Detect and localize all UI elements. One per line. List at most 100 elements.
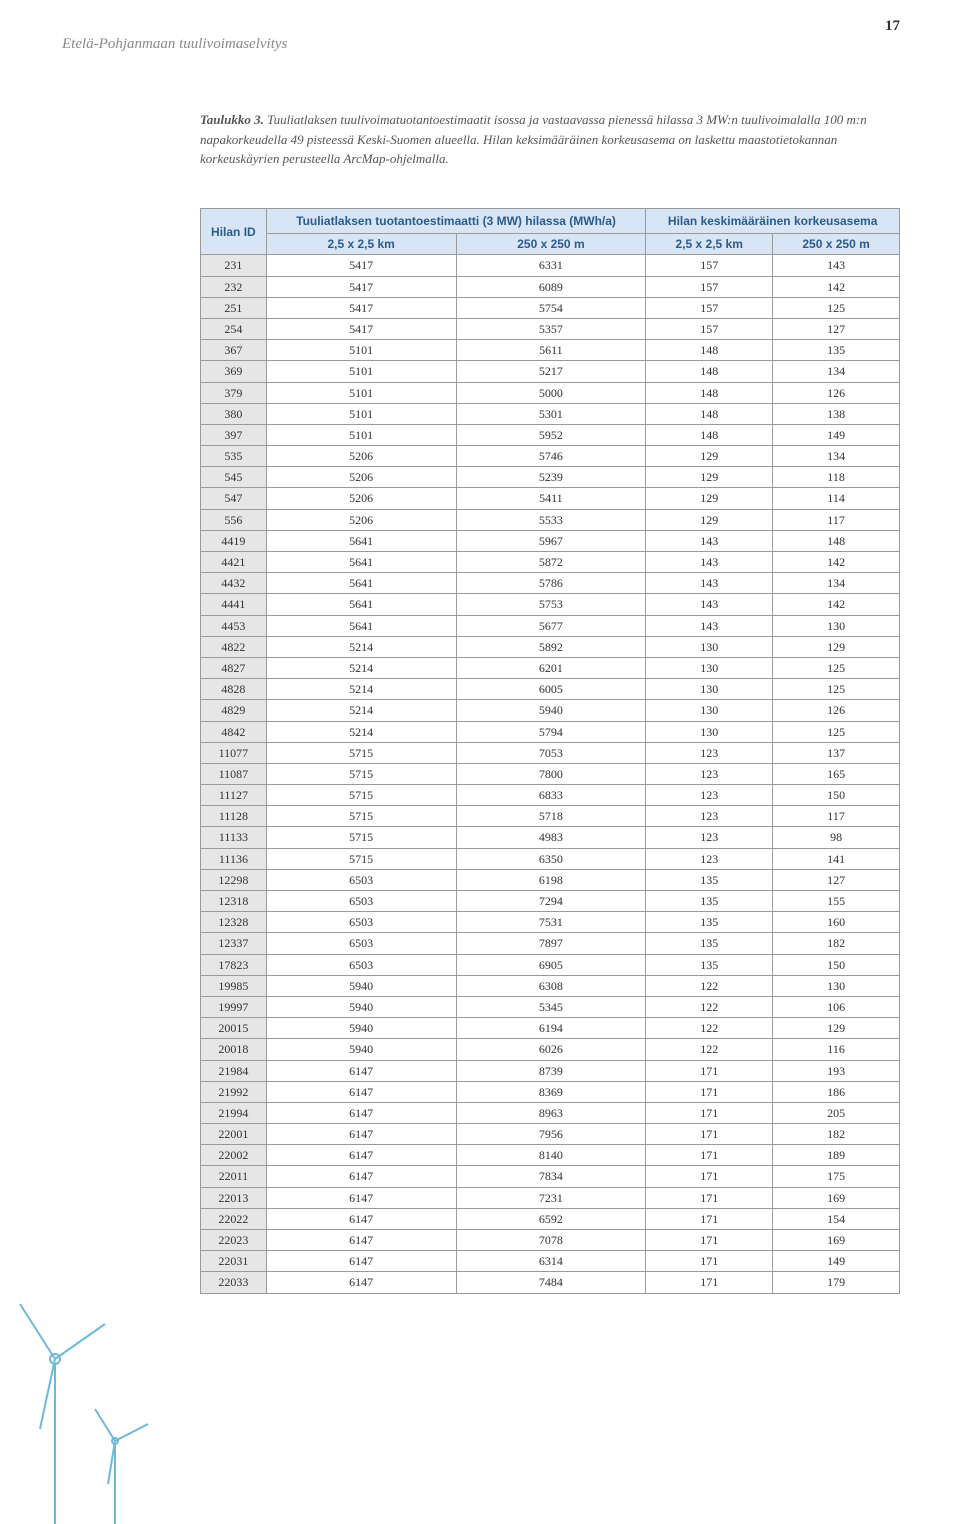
- table-cell: 5786: [456, 573, 646, 594]
- table-cell: 6147: [266, 1060, 456, 1081]
- table-cell: 19985: [201, 975, 267, 996]
- table-cell: 155: [773, 891, 900, 912]
- table-cell: 171: [646, 1230, 773, 1251]
- table-row: 1782365036905135150: [201, 954, 900, 975]
- table-cell: 171: [646, 1251, 773, 1272]
- table-cell: 5715: [266, 848, 456, 869]
- table-cell: 189: [773, 1145, 900, 1166]
- table-cell: 134: [773, 361, 900, 382]
- table-row: 2202261476592171154: [201, 1208, 900, 1229]
- table-cell: 160: [773, 912, 900, 933]
- table-cell: 6503: [266, 912, 456, 933]
- table-cell: 21984: [201, 1060, 267, 1081]
- table-cell: 5641: [266, 530, 456, 551]
- table-cell: 116: [773, 1039, 900, 1060]
- table-cell: 5206: [266, 446, 456, 467]
- table-row: 1107757157053123137: [201, 742, 900, 763]
- table-row: 53552065746129134: [201, 446, 900, 467]
- table-cell: 122: [646, 1018, 773, 1039]
- table-cell: 5940: [266, 1039, 456, 1060]
- table-cell: 5715: [266, 806, 456, 827]
- table-cell: 142: [773, 552, 900, 573]
- table-row: 2001559406194122129: [201, 1018, 900, 1039]
- table-cell: 5206: [266, 488, 456, 509]
- table-cell: 556: [201, 509, 267, 530]
- table-cell: 149: [773, 1251, 900, 1272]
- table-cell: 5533: [456, 509, 646, 530]
- table-cell: 5214: [266, 657, 456, 678]
- table-row: 1113657156350123141: [201, 848, 900, 869]
- table-cell: 106: [773, 996, 900, 1017]
- table-cell: 8140: [456, 1145, 646, 1166]
- table-cell: 8739: [456, 1060, 646, 1081]
- table-row: 2202361477078171169: [201, 1230, 900, 1251]
- table-cell: 7078: [456, 1230, 646, 1251]
- table-cell: 5715: [266, 742, 456, 763]
- col-c4: 250 x 250 m: [773, 234, 900, 255]
- table-row: 2203361477484171179: [201, 1272, 900, 1293]
- table-cell: 5214: [266, 636, 456, 657]
- table-cell: 123: [646, 785, 773, 806]
- table-row: 1108757157800123165: [201, 763, 900, 784]
- table-row: 1232865037531135160: [201, 912, 900, 933]
- table-cell: 232: [201, 276, 267, 297]
- table-cell: 20018: [201, 1039, 267, 1060]
- table-cell: 5872: [456, 552, 646, 573]
- table-row: 482852146005130125: [201, 679, 900, 700]
- table-cell: 135: [646, 912, 773, 933]
- table-cell: 22001: [201, 1124, 267, 1145]
- table-cell: 6147: [266, 1251, 456, 1272]
- table-cell: 5101: [266, 340, 456, 361]
- table-cell: 98: [773, 827, 900, 848]
- table-cell: 130: [646, 679, 773, 700]
- table-cell: 143: [646, 573, 773, 594]
- table-cell: 135: [773, 340, 900, 361]
- table-cell: 129: [646, 446, 773, 467]
- table-cell: 123: [646, 742, 773, 763]
- table-cell: 123: [646, 827, 773, 848]
- table-cell: 6201: [456, 657, 646, 678]
- table-cell: 6592: [456, 1208, 646, 1229]
- table-cell: 5417: [266, 276, 456, 297]
- table-cell: 171: [646, 1060, 773, 1081]
- table-cell: 5301: [456, 403, 646, 424]
- table-cell: 6503: [266, 891, 456, 912]
- table-cell: 20015: [201, 1018, 267, 1039]
- table-row: 1112757156833123150: [201, 785, 900, 806]
- table-cell: 6026: [456, 1039, 646, 1060]
- table-cell: 127: [773, 318, 900, 339]
- table-cell: 231: [201, 255, 267, 276]
- table-cell: 5101: [266, 403, 456, 424]
- table-cell: 367: [201, 340, 267, 361]
- table-cell: 7800: [456, 763, 646, 784]
- table-cell: 5715: [266, 763, 456, 784]
- col-c2: 250 x 250 m: [456, 234, 646, 255]
- table-cell: 4822: [201, 636, 267, 657]
- table-cell: 114: [773, 488, 900, 509]
- table-cell: 4432: [201, 573, 267, 594]
- table-cell: 380: [201, 403, 267, 424]
- table-cell: 5611: [456, 340, 646, 361]
- table-row: 2203161476314171149: [201, 1251, 900, 1272]
- table-cell: 130: [646, 636, 773, 657]
- data-table-container: Hilan ID Tuuliatlaksen tuotantoestimaatt…: [200, 208, 900, 1294]
- table-cell: 5411: [456, 488, 646, 509]
- table-cell: 6503: [266, 933, 456, 954]
- table-cell: 125: [773, 721, 900, 742]
- table-cell: 130: [646, 700, 773, 721]
- table-cell: 5345: [456, 996, 646, 1017]
- table-cell: 143: [773, 255, 900, 276]
- table-cell: 5715: [266, 827, 456, 848]
- table-cell: 129: [646, 467, 773, 488]
- table-row: 36951015217148134: [201, 361, 900, 382]
- table-cell: 11133: [201, 827, 267, 848]
- table-cell: 130: [646, 657, 773, 678]
- table-cell: 193: [773, 1060, 900, 1081]
- table-cell: 6147: [266, 1230, 456, 1251]
- table-cell: 150: [773, 954, 900, 975]
- caption-text: Tuuliatlaksen tuulivoimatuotantoestimaat…: [200, 112, 867, 166]
- table-row: 111335715498312398: [201, 827, 900, 848]
- table-cell: 5754: [456, 297, 646, 318]
- table-cell: 122: [646, 1039, 773, 1060]
- table-cell: 157: [646, 276, 773, 297]
